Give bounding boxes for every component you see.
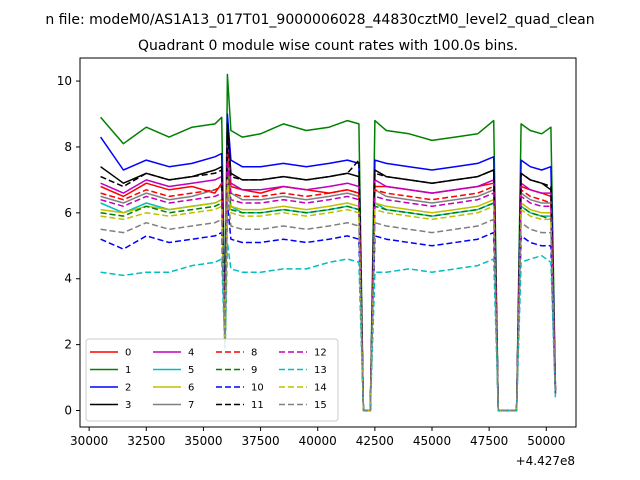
legend-label-15: 15	[314, 400, 327, 411]
legend-label-6: 6	[188, 383, 194, 394]
legend-label-5: 5	[188, 365, 194, 376]
x-tick-label: 35000	[184, 434, 222, 448]
figure-suptitle: n file: modeM0/AS1A13_017T01_9000006028_…	[45, 12, 594, 28]
x-offset-label: +4.427e8	[516, 454, 575, 468]
y-tick-label: 2	[64, 338, 72, 352]
legend-label-1: 1	[125, 365, 131, 376]
chart-title: Quadrant 0 module wise count rates with …	[138, 38, 518, 54]
legend-label-10: 10	[251, 383, 264, 394]
legend-label-13: 13	[314, 365, 327, 376]
legend-label-9: 9	[251, 365, 257, 376]
x-tick-label: 45000	[413, 434, 451, 448]
legend-label-12: 12	[314, 348, 327, 359]
x-tick-label: 50000	[527, 434, 565, 448]
y-tick-label: 4	[64, 272, 72, 286]
plot-lines	[99, 73, 557, 412]
legend-label-8: 8	[251, 348, 257, 359]
x-tick-label: 32500	[127, 434, 165, 448]
x-tick-label: 42500	[356, 434, 394, 448]
legend-label-0: 0	[125, 348, 131, 359]
y-tick-label: 10	[57, 74, 72, 88]
x-tick-label: 30000	[70, 434, 108, 448]
legend-box	[85, 338, 339, 422]
x-tick-label: 40000	[299, 434, 337, 448]
legend-label-2: 2	[125, 383, 131, 394]
legend-label-7: 7	[188, 400, 194, 411]
legend-label-14: 14	[314, 383, 327, 394]
y-tick-label: 6	[64, 206, 72, 220]
legend-label-4: 4	[188, 348, 194, 359]
axes-frame	[79, 57, 577, 428]
series-line-15	[100, 192, 557, 412]
x-tick-label: 47500	[470, 434, 508, 448]
x-tick-label: 37500	[241, 434, 279, 448]
legend-label-11: 11	[251, 400, 264, 411]
y-tick-label: 0	[64, 404, 72, 418]
legend-label-3: 3	[125, 400, 131, 411]
y-tick-label: 8	[64, 140, 72, 154]
axis-ticks: 30000 32500 35000 37500 40000 42500 45000 47500…	[57, 74, 566, 448]
